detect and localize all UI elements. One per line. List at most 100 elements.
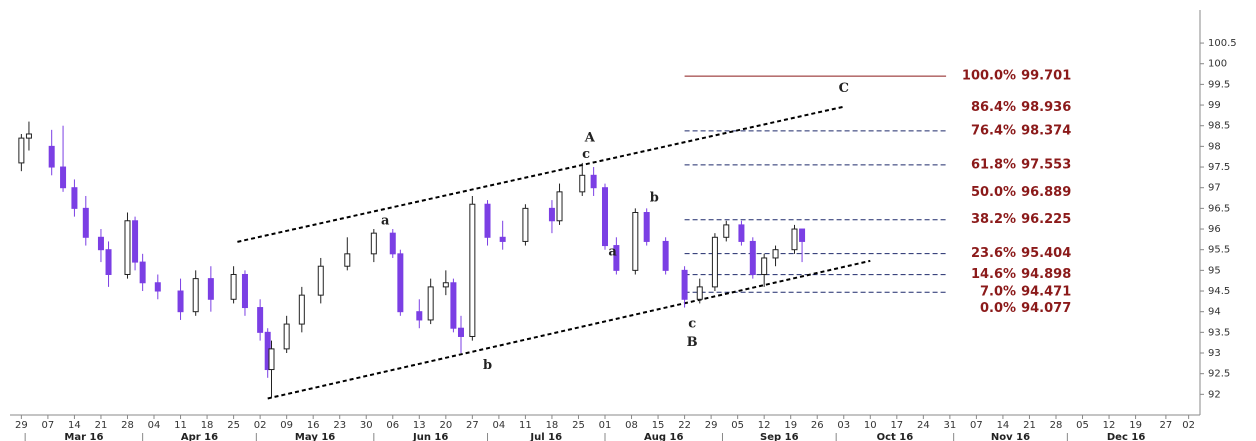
y-tick-label: 98.5 xyxy=(1208,121,1230,132)
fib-level: 23.6% xyxy=(971,246,1016,261)
month-label: Sep 16 xyxy=(760,432,799,441)
x-tick-label: 29 xyxy=(705,420,718,431)
candle-body xyxy=(469,203,476,337)
x-tick-label: 22 xyxy=(678,420,691,431)
candle-body xyxy=(317,265,324,296)
y-tick-label: 100.5 xyxy=(1208,38,1237,49)
candle-body xyxy=(579,174,586,193)
wave-label: a xyxy=(608,244,617,259)
candle-body xyxy=(427,286,434,321)
x-tick-label: 07 xyxy=(42,420,55,431)
fib-level: 38.2% xyxy=(971,212,1016,227)
candle-body xyxy=(723,224,730,238)
fib-value: 96.889 xyxy=(1021,185,1071,200)
candle-body xyxy=(105,249,112,275)
candle-body xyxy=(711,236,718,288)
wave-label: b xyxy=(483,358,492,373)
x-tick-label: 11 xyxy=(519,420,532,431)
candle-body xyxy=(484,203,491,238)
y-tick-label: 96.5 xyxy=(1208,203,1230,214)
wave-label: c xyxy=(688,317,696,332)
month-label: Apr 16 xyxy=(181,432,218,441)
fib-value: 97.553 xyxy=(1021,157,1071,172)
candle-body xyxy=(97,236,104,251)
month-label: Nov 16 xyxy=(991,432,1030,441)
x-tick-label: 28 xyxy=(1050,420,1063,431)
x-tick-label: 15 xyxy=(652,420,665,431)
candle-body xyxy=(696,286,703,300)
wave-label: A xyxy=(584,131,596,146)
x-tick-label: 05 xyxy=(731,420,744,431)
month-label: Dec 16 xyxy=(1107,432,1145,441)
month-label: Mar 16 xyxy=(64,432,103,441)
x-tick-label: 10 xyxy=(864,420,877,431)
x-tick-label: 19 xyxy=(1129,420,1142,431)
candle-body xyxy=(344,253,351,267)
candle-body xyxy=(25,133,32,139)
x-tick-label: 04 xyxy=(493,420,506,431)
candle-body xyxy=(241,273,248,309)
candle-body xyxy=(738,224,745,242)
candle-body xyxy=(132,220,139,263)
month-label: Oct 16 xyxy=(877,432,914,441)
candle-body xyxy=(82,207,89,238)
candle-body xyxy=(613,245,620,271)
x-tick-label: 12 xyxy=(1103,420,1116,431)
x-tick-label: 05 xyxy=(1076,420,1089,431)
candle-body xyxy=(60,166,67,189)
candle-body xyxy=(457,327,464,337)
fib-value: 94.898 xyxy=(1021,267,1071,282)
x-tick-label: 07 xyxy=(970,420,983,431)
x-tick-label: 31 xyxy=(944,420,957,431)
x-tick-label: 08 xyxy=(625,420,638,431)
fib-value: 95.404 xyxy=(1021,246,1071,261)
fib-level: 76.4% xyxy=(971,123,1016,138)
y-tick-label: 97.5 xyxy=(1208,162,1230,173)
wave-label: B xyxy=(687,335,698,350)
x-tick-label: 02 xyxy=(254,420,267,431)
candle-body xyxy=(799,228,806,242)
y-tick-label: 98 xyxy=(1208,141,1221,152)
month-label: Aug 16 xyxy=(644,432,683,441)
x-tick-label: 01 xyxy=(599,420,612,431)
x-tick-label: 30 xyxy=(360,420,373,431)
candle-body xyxy=(643,212,650,242)
x-tick-label: 25 xyxy=(572,420,585,431)
x-tick-label: 03 xyxy=(837,420,850,431)
candle-body xyxy=(548,207,555,222)
candle-body xyxy=(139,261,146,284)
month-label: Jul 16 xyxy=(529,432,562,441)
fib-level: 100.0% xyxy=(962,69,1016,84)
x-tick-label: 11 xyxy=(174,420,187,431)
y-tick-label: 95 xyxy=(1208,265,1221,276)
fib-value: 94.077 xyxy=(1021,301,1071,316)
fib-value: 99.701 xyxy=(1021,69,1071,84)
fib-level: 61.8% xyxy=(971,157,1016,172)
candle-body xyxy=(662,240,669,271)
candle-body xyxy=(397,253,404,313)
y-tick-label: 97 xyxy=(1208,183,1221,194)
trend-line xyxy=(267,259,871,400)
x-tick-label: 04 xyxy=(148,420,161,431)
candle-body xyxy=(772,249,779,259)
month-label: May 16 xyxy=(295,432,335,441)
x-tick-label: 13 xyxy=(413,420,426,431)
x-tick-label: 19 xyxy=(784,420,797,431)
candle-body xyxy=(556,191,563,222)
fib-level: 14.6% xyxy=(971,267,1016,282)
candle-body xyxy=(192,278,199,313)
fib-value: 98.374 xyxy=(1021,123,1071,138)
x-tick-label: 18 xyxy=(546,420,559,431)
x-tick-label: 12 xyxy=(758,420,771,431)
y-tick-label: 94.5 xyxy=(1208,286,1230,297)
wave-label: c xyxy=(582,147,590,162)
candle-body xyxy=(257,307,264,333)
x-tick-label: 27 xyxy=(466,420,479,431)
x-tick-label: 21 xyxy=(1023,420,1036,431)
candle-body xyxy=(442,282,449,288)
x-tick-label: 20 xyxy=(439,420,452,431)
y-tick-label: 93 xyxy=(1208,348,1221,359)
candle-body xyxy=(681,269,688,300)
